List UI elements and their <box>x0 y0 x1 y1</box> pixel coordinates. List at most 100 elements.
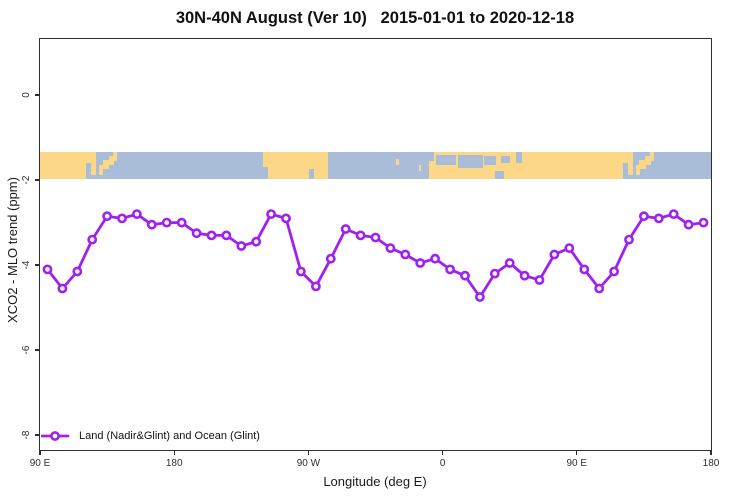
map-ocean-patch <box>494 170 504 179</box>
data-point <box>519 270 530 281</box>
series-line <box>46 212 705 299</box>
data-point <box>460 270 470 281</box>
y-tick-label: -2 <box>21 175 32 185</box>
map-ocean-patch <box>484 156 497 166</box>
data-point <box>564 243 575 253</box>
map-land <box>98 165 104 175</box>
x-tick-label: 90 E <box>566 458 588 469</box>
data-point <box>594 283 605 294</box>
data-point <box>549 249 560 260</box>
line-chart <box>42 209 709 302</box>
map-land <box>623 152 633 163</box>
data-point <box>87 234 98 245</box>
map-land <box>649 152 654 162</box>
y-tick-mark <box>35 179 40 181</box>
map-land <box>635 165 641 175</box>
data-point <box>102 211 112 222</box>
x-tick-label: 180 <box>702 458 720 469</box>
data-point <box>609 266 619 277</box>
plot-area: Land (Nadir&Glint) and Ocean (Glint) <box>39 38 712 451</box>
x-tick-label: 90 W <box>296 458 321 469</box>
map-ocean-patch <box>500 156 511 163</box>
data-point <box>72 266 83 277</box>
data-point <box>251 236 262 247</box>
legend-line-marker-icon <box>41 431 70 441</box>
data-point <box>579 264 590 275</box>
data-point <box>57 283 68 294</box>
data-point <box>310 281 321 292</box>
y-axis-title: XCO2 - MLO trend (ppm) <box>5 177 20 323</box>
data-point <box>132 209 142 219</box>
x-tick-label: 0 <box>439 458 446 469</box>
y-tick-label: -4 <box>21 260 32 270</box>
data-point <box>474 292 485 302</box>
data-point <box>445 264 455 275</box>
map-ocean-patch <box>309 169 314 179</box>
data-point <box>281 213 291 224</box>
data-point <box>430 253 440 264</box>
data-point <box>653 213 664 224</box>
map-land <box>262 152 328 179</box>
data-point <box>161 217 172 228</box>
map-land <box>86 152 96 163</box>
x-tick-mark <box>710 450 712 455</box>
map-land <box>108 156 114 166</box>
x-tick-label: 90 E <box>29 458 51 469</box>
map-land <box>628 158 633 175</box>
y-tick-mark <box>35 434 40 436</box>
data-point <box>534 275 545 285</box>
data-point <box>489 268 500 279</box>
x-axis-title: Longitude (deg E) <box>323 474 427 489</box>
data-point <box>683 219 694 230</box>
data-point <box>295 266 306 277</box>
map-ocean-patch <box>435 154 456 166</box>
data-point <box>385 243 396 253</box>
map-land <box>395 158 399 166</box>
data-point <box>146 219 157 230</box>
data-point <box>206 230 217 241</box>
data-point <box>117 213 127 224</box>
map-land <box>418 165 421 171</box>
data-point <box>176 217 187 228</box>
data-point <box>370 232 381 243</box>
data-point <box>639 211 649 222</box>
legend-label: Land (Nadir&Glint) and Ocean (Glint) <box>79 430 260 442</box>
data-point <box>266 209 276 219</box>
legend: Land (Nadir&Glint) and Ocean (Glint) <box>41 428 260 444</box>
map-land <box>91 158 96 175</box>
x-tick-label: 180 <box>165 458 183 469</box>
data-point <box>42 264 53 275</box>
map-land <box>645 156 651 166</box>
y-tick-label: -8 <box>21 430 32 440</box>
map-ocean-patch <box>429 152 435 162</box>
data-point <box>400 249 411 260</box>
chart-title: 30N-40N August (Ver 10) 2015-01-01 to 20… <box>175 9 575 27</box>
data-point <box>415 258 426 268</box>
map-land <box>40 152 87 179</box>
map-land <box>102 160 110 170</box>
data-point <box>355 230 366 241</box>
data-point <box>191 228 202 239</box>
y-tick-label: -6 <box>21 345 32 355</box>
data-point <box>325 253 336 264</box>
map-land <box>639 160 647 170</box>
data-point <box>340 224 351 234</box>
y-tick-mark <box>35 264 40 266</box>
x-tick-mark <box>576 450 578 455</box>
data-point <box>624 234 634 245</box>
y-tick-mark <box>35 94 40 96</box>
map-ocean-patch <box>515 152 523 163</box>
map-land <box>113 152 117 162</box>
data-point <box>668 209 679 219</box>
x-tick-mark <box>39 450 41 455</box>
data-point <box>698 217 709 228</box>
y-tick-mark <box>35 349 40 351</box>
map-ocean-patch <box>458 154 483 168</box>
x-tick-mark <box>441 450 444 455</box>
data-point <box>236 241 247 251</box>
map-ocean-patch <box>262 166 269 179</box>
data-point <box>504 258 515 268</box>
y-tick-label: 0 <box>21 92 32 98</box>
data-point <box>221 230 232 241</box>
